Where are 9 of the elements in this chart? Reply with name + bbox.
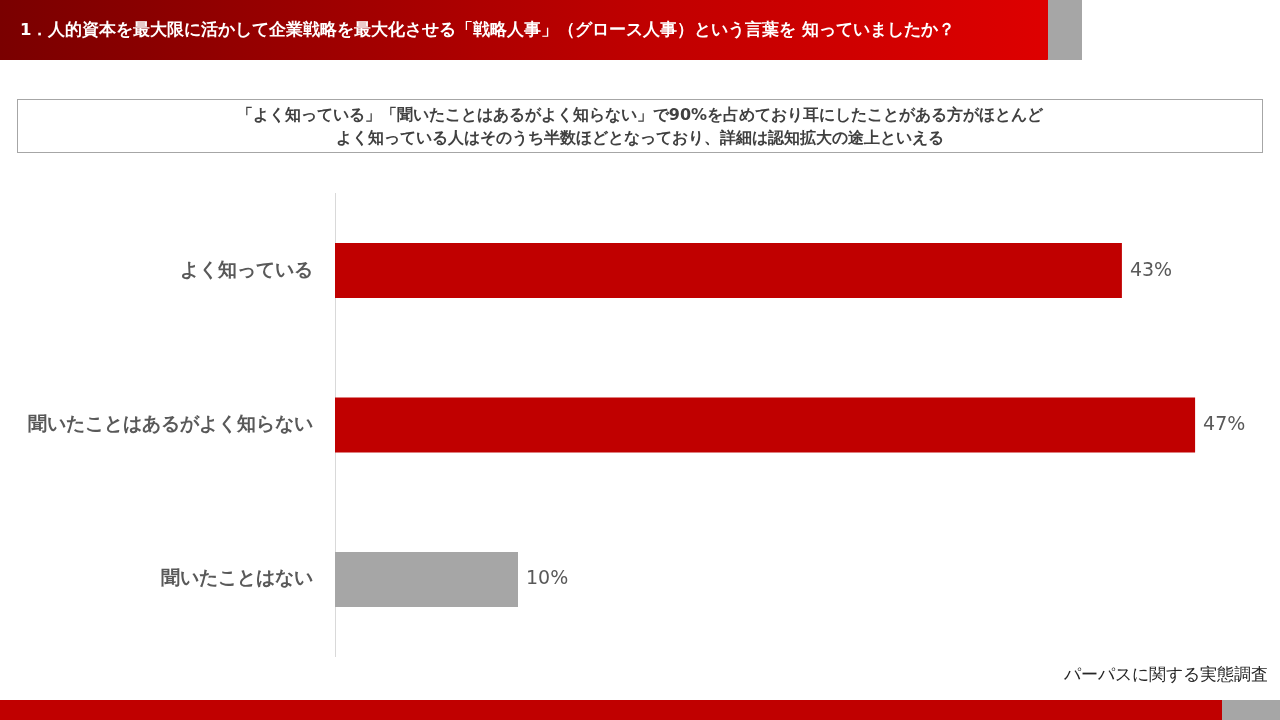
y-tick-label: 聞いたことはない (161, 566, 313, 589)
y-tick-label: 聞いたことはあるがよく知らない (28, 411, 313, 434)
data-label: 43% (1129, 257, 1173, 280)
data-label: 10% (526, 566, 569, 589)
chart-subtitle: 「よく知っている」「聞いたことはあるがよく知らない」で90%を占めており耳にしたことがある方がほとんどよく知っている人はそのうち半数ほどとなっており、詳細は認知拡大の途上といえる (235, 104, 1045, 149)
chart-title: 1．人的資本を最大限に活かして企業戦略を最大化させる「戦略人事」（グロース人事）という言葉を 知っていましたか？ (20, 19, 957, 41)
y-tick-label: よく知っている (180, 257, 313, 280)
text: パーパスに関する実態調査 (1064, 663, 1268, 686)
data-label: 47% (1203, 411, 1246, 434)
